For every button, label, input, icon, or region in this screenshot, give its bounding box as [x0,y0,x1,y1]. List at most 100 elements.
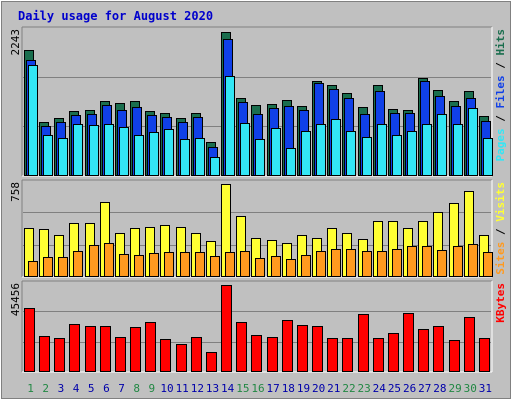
day-label-8: 8 [133,382,140,395]
day-label-3: 3 [58,382,65,395]
bar-sites-day-15 [240,251,250,277]
day-label-9: 9 [149,382,156,395]
bar-pages-day-4 [73,124,83,176]
bar-pages-day-29 [453,124,463,176]
chart-title: Daily usage for August 2020 [18,9,213,23]
legend-entry-pages: Pages [494,128,507,161]
bar-sites-day-31 [483,252,493,277]
bar-pages-day-20 [316,124,326,176]
day-label-6: 6 [103,382,110,395]
bar-pages-day-25 [392,135,402,176]
bar-kbytes-day-22 [342,338,353,372]
bar-kbytes-day-11 [176,344,187,372]
bar-sites-day-1 [28,261,38,277]
bar-kbytes-day-19 [297,325,308,372]
bar-pages-day-10 [164,129,174,176]
bar-sites-day-24 [377,251,387,277]
bar-pages-day-24 [377,124,387,176]
bar-kbytes-day-20 [312,326,323,372]
bar-sites-day-18 [286,259,296,277]
bar-pages-day-6 [104,124,114,176]
legend: Pages / Files / Hits [494,29,507,162]
bar-pages-day-15 [240,123,250,176]
y-max-label: 2243 [9,29,22,56]
legend-separator: / [494,109,507,129]
day-axis: 1 2 3 4 5 6 7 8 9 10 11 12 13 14 15 16 17 18 19 20 21 22 23 24 2… [27,382,492,395]
bar-kbytes-day-12 [191,337,202,372]
bar-sites-day-9 [149,253,159,277]
bar-kbytes-day-24 [373,338,384,372]
day-label-19: 19 [297,382,310,395]
bar-kbytes-day-5 [85,326,96,372]
bar-kbytes-day-23 [358,314,369,372]
bar-pages-day-30 [468,108,478,176]
day-label-29: 29 [448,382,461,395]
bar-kbytes-day-15 [236,322,247,372]
day-label-30: 30 [464,382,477,395]
bar-pages-day-26 [407,131,417,176]
day-label-21: 21 [327,382,340,395]
bar-kbytes-day-21 [327,338,338,372]
bar-sites-day-7 [119,254,129,277]
bar-kbytes-day-30 [464,317,475,372]
bar-pages-day-21 [331,119,341,176]
y-max-label: 758 [9,182,22,202]
bar-kbytes-day-27 [418,329,429,372]
day-label-14: 14 [221,382,235,395]
bar-kbytes-day-18 [282,320,293,372]
day-label-1: 1 [27,382,34,395]
day-label-18: 18 [282,382,295,395]
bar-kbytes-day-2 [39,336,50,372]
bar-pages-day-22 [346,131,356,176]
day-label-15: 15 [236,382,249,395]
bar-pages-day-31 [483,138,493,176]
y-max-label: 45456 [9,283,22,316]
bar-sites-day-12 [195,252,205,277]
bar-sites-day-25 [392,249,402,277]
bar-pages-day-27 [422,124,432,176]
legend: Sites / Visits [494,182,507,275]
bar-sites-day-4 [73,251,83,277]
bar-sites-day-21 [331,249,341,277]
bar-kbytes-day-7 [115,337,126,372]
bar-sites-day-2 [43,257,53,277]
bar-pages-day-2 [43,135,53,176]
day-label-26: 26 [403,382,416,395]
day-label-22: 22 [342,382,355,395]
bar-pages-day-16 [255,139,265,176]
legend-entry-kbytes: KBytes [494,283,507,323]
day-label-10: 10 [160,382,173,395]
bar-sites-day-13 [210,256,220,277]
bar-sites-day-17 [271,256,281,277]
bar-sites-day-27 [422,246,432,277]
bar-pages-day-28 [437,114,447,176]
bar-pages-day-1 [28,65,38,176]
day-label-5: 5 [88,382,95,395]
bar-kbytes-day-10 [160,339,171,372]
bar-sites-day-30 [468,244,478,277]
day-label-27: 27 [418,382,431,395]
bar-sites-day-6 [104,243,114,277]
legend-separator: / [494,222,507,242]
day-label-17: 17 [267,382,280,395]
bar-pages-day-3 [58,138,68,176]
bar-kbytes-day-9 [145,322,156,372]
bar-kbytes-day-17 [267,337,278,372]
day-label-11: 11 [176,382,189,395]
panel-kbytes: 45456 KBytes [9,280,507,373]
day-label-13: 13 [206,382,219,395]
bar-kbytes-day-1 [24,308,35,372]
bar-kbytes-day-31 [479,338,490,372]
day-label-31: 31 [479,382,492,395]
bar-pages-day-8 [134,135,144,176]
day-label-7: 7 [118,382,125,395]
bar-pages-day-7 [119,127,129,176]
bar-pages-day-19 [301,131,311,176]
bar-sites-day-29 [453,246,463,277]
day-label-20: 20 [312,382,325,395]
panel-hits-files-pages: 2243 Pages / Files / Hits [9,26,507,177]
day-label-23: 23 [358,382,371,395]
bar-sites-day-23 [362,251,372,277]
